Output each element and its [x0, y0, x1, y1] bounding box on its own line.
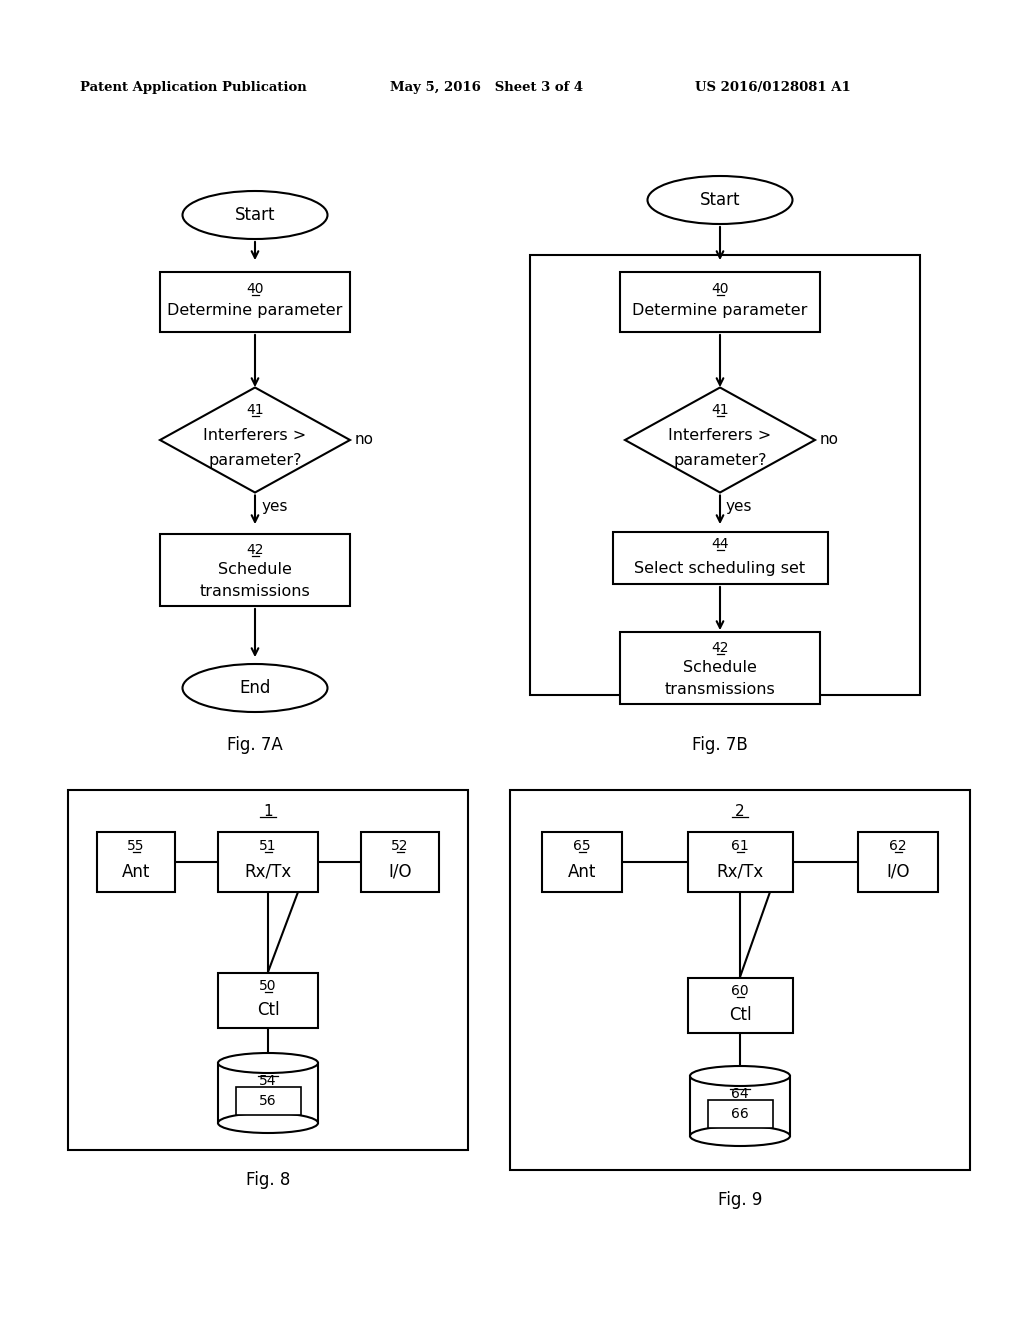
Bar: [510, 789, 970, 1170]
Bar: [542, 832, 622, 892]
Bar: [687, 832, 793, 892]
Text: Rx/Tx: Rx/Tx: [245, 863, 292, 880]
Text: Ant: Ant: [568, 863, 596, 880]
Polygon shape: [160, 388, 350, 492]
Bar: [361, 832, 439, 892]
Ellipse shape: [690, 1067, 790, 1086]
Text: Fig. 7B: Fig. 7B: [692, 737, 748, 754]
Text: parameter?: parameter?: [208, 453, 302, 467]
Bar: [68, 789, 468, 1150]
Text: Fig. 7A: Fig. 7A: [227, 737, 283, 754]
Text: Determine parameter: Determine parameter: [632, 304, 808, 318]
Text: 66: 66: [731, 1107, 749, 1121]
Text: US 2016/0128081 A1: US 2016/0128081 A1: [695, 82, 851, 95]
Text: Interferers >: Interferers >: [204, 428, 306, 442]
Ellipse shape: [690, 1126, 790, 1146]
Text: 2: 2: [735, 804, 744, 820]
Text: 41: 41: [712, 403, 729, 417]
Ellipse shape: [218, 1053, 318, 1073]
Text: Interferers >: Interferers >: [669, 428, 772, 442]
Text: Ctl: Ctl: [729, 1006, 752, 1024]
Text: Ctl: Ctl: [257, 1001, 280, 1019]
Bar: [530, 255, 920, 696]
Ellipse shape: [647, 176, 793, 224]
Text: 56: 56: [259, 1094, 276, 1107]
Text: 64: 64: [731, 1086, 749, 1101]
Text: 60: 60: [731, 983, 749, 998]
Bar: [708, 1100, 772, 1129]
Text: End: End: [240, 678, 270, 697]
Bar: [620, 272, 820, 333]
Bar: [218, 973, 318, 1027]
Text: 62: 62: [889, 840, 907, 853]
Text: yes: yes: [261, 499, 288, 513]
Text: Ant: Ant: [122, 863, 151, 880]
Text: Start: Start: [699, 191, 740, 209]
Bar: [160, 535, 350, 606]
Ellipse shape: [182, 664, 328, 711]
Text: no: no: [355, 433, 374, 447]
Text: Fig. 8: Fig. 8: [246, 1171, 290, 1189]
Ellipse shape: [218, 1113, 318, 1133]
Text: 52: 52: [391, 840, 409, 853]
Text: transmissions: transmissions: [665, 682, 775, 697]
Bar: [236, 1086, 300, 1115]
Bar: [612, 532, 827, 583]
Text: parameter?: parameter?: [673, 453, 767, 467]
Text: 42: 42: [712, 642, 729, 655]
Text: Determine parameter: Determine parameter: [167, 304, 343, 318]
Bar: [858, 832, 938, 892]
Text: 40: 40: [712, 282, 729, 296]
Text: Patent Application Publication: Patent Application Publication: [80, 82, 307, 95]
Text: 40: 40: [246, 282, 264, 296]
Bar: [218, 832, 318, 892]
Text: Schedule: Schedule: [683, 660, 757, 676]
Bar: [687, 978, 793, 1032]
Text: no: no: [820, 433, 839, 447]
Bar: [620, 632, 820, 704]
Text: I/O: I/O: [886, 863, 909, 880]
Text: 55: 55: [127, 840, 144, 853]
Text: yes: yes: [726, 499, 753, 513]
Bar: [97, 832, 175, 892]
Text: Rx/Tx: Rx/Tx: [717, 863, 764, 880]
Polygon shape: [625, 388, 815, 492]
Text: Schedule: Schedule: [218, 562, 292, 578]
Ellipse shape: [182, 191, 328, 239]
Text: Select scheduling set: Select scheduling set: [635, 561, 806, 576]
Text: Start: Start: [234, 206, 275, 224]
Text: 61: 61: [731, 840, 749, 853]
Text: 51: 51: [259, 840, 276, 853]
Text: I/O: I/O: [388, 863, 412, 880]
Text: 41: 41: [246, 403, 264, 417]
Text: 54: 54: [259, 1074, 276, 1088]
Text: transmissions: transmissions: [200, 585, 310, 599]
Text: 42: 42: [246, 543, 264, 557]
Text: 65: 65: [573, 840, 591, 853]
Text: 1: 1: [263, 804, 272, 820]
Text: May 5, 2016   Sheet 3 of 4: May 5, 2016 Sheet 3 of 4: [390, 82, 583, 95]
Text: 50: 50: [259, 979, 276, 993]
Bar: [160, 272, 350, 333]
Text: 44: 44: [712, 537, 729, 550]
Text: Fig. 9: Fig. 9: [718, 1191, 762, 1209]
